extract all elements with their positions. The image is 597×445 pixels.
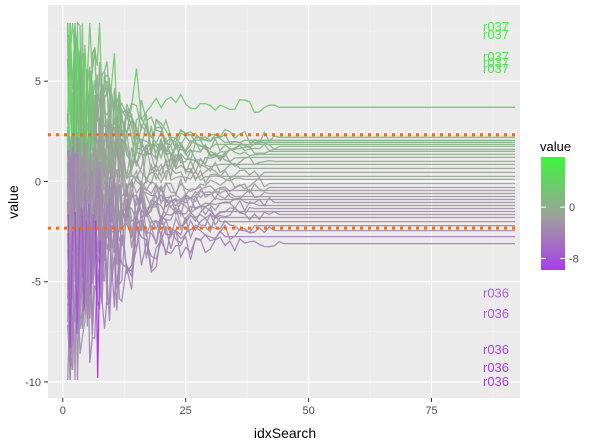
series-spike (95, 220, 101, 378)
series-spike (74, 37, 81, 153)
y-tick-label: 5 (35, 76, 41, 88)
series-line (67, 113, 516, 322)
y-axis: 5 0 -5 -10 (25, 76, 48, 389)
x-tick-label: 0 (60, 405, 66, 417)
series-end-label: r036 (483, 306, 509, 321)
series-line (67, 58, 516, 227)
legend-colorbar (541, 157, 565, 270)
series-line (67, 161, 516, 327)
x-axis: 0 25 50 75 (60, 398, 438, 417)
series-line (67, 74, 516, 205)
series-end-label: r037 (483, 19, 509, 34)
major-gridlines (48, 5, 520, 398)
series-line (67, 70, 516, 228)
series-spike (74, 211, 81, 334)
series-spike (81, 207, 87, 312)
series-end-label: r037 (483, 49, 509, 64)
series-line (67, 182, 516, 381)
color-legend: value 0 -8 (540, 139, 579, 270)
series-lines (67, 21, 516, 381)
series-line (67, 89, 516, 210)
y-tick-label: -5 (31, 277, 41, 289)
series-end-label: r036 (483, 374, 509, 389)
y-tick-label: -10 (25, 377, 41, 389)
series-line (67, 137, 516, 367)
series-line (67, 34, 516, 201)
series-end-label: r037 (483, 55, 509, 70)
y-axis-title: value (5, 185, 21, 219)
series-end-label: r036 (483, 342, 509, 357)
series-spike (88, 71, 94, 160)
series-spike (81, 53, 87, 156)
x-tick-label: 75 (425, 405, 437, 417)
series-line (67, 170, 516, 381)
series-end-label: r036 (483, 360, 509, 375)
threshold-lines (48, 133, 520, 230)
series-end-label: r037 (483, 27, 509, 42)
series-line (67, 155, 516, 322)
legend-ticks: 0 -8 (541, 202, 579, 265)
minor-gridlines (48, 5, 520, 398)
legend-title: value (540, 139, 571, 154)
legend-tick-label: -8 (569, 253, 579, 265)
x-tick-label: 50 (302, 405, 314, 417)
x-tick-label: 25 (180, 405, 192, 417)
series-spike (67, 25, 74, 151)
series-end-label: r036 (483, 286, 509, 301)
x-axis-title: idxSearch (254, 425, 316, 441)
series-end-label: r037 (483, 61, 509, 76)
series-line (67, 68, 516, 197)
series-line (67, 146, 516, 381)
y-tick-label: 0 (35, 176, 41, 188)
series-spike (88, 203, 94, 294)
series-spike (67, 214, 74, 348)
series-line (67, 136, 516, 273)
legend-tick-label: 0 (569, 202, 575, 214)
